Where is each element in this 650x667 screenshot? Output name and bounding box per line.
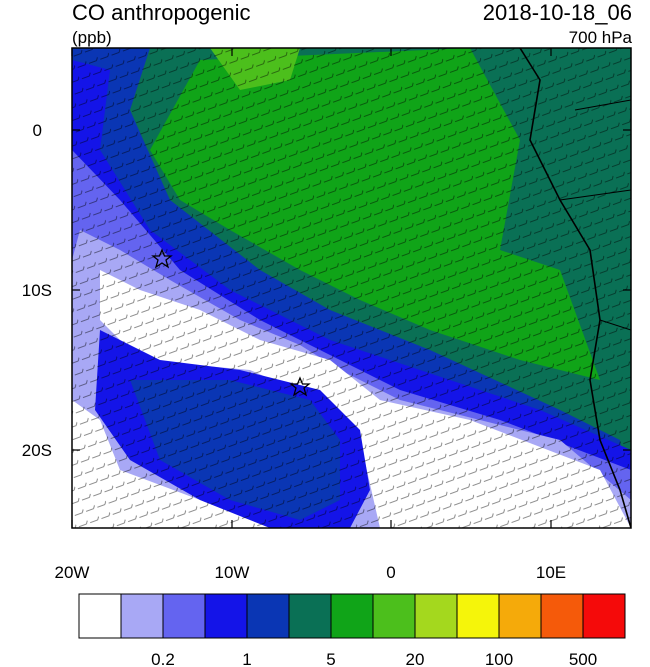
colorbar-labels: 0.2 1 5 20 100 500 [151, 650, 597, 667]
colorbar-swatch [204, 593, 248, 639]
star-marker-south [289, 376, 311, 397]
colorbar-label: 500 [569, 650, 597, 667]
colorbar-swatch [120, 593, 164, 639]
colorbar-swatch [162, 593, 206, 639]
colorbar-swatch [246, 593, 290, 639]
x-tick-label: 20W [55, 563, 90, 582]
map-plot-area [72, 48, 631, 528]
map-frame [71, 47, 632, 529]
colorbar-label: 20 [406, 650, 425, 667]
colorbar-swatch [456, 593, 500, 639]
x-axis [71, 48, 552, 528]
y-tick-label: 10S [22, 281, 52, 300]
x-tick-label: 10W [215, 563, 250, 582]
colorbar-swatch [78, 593, 122, 639]
map-pressure-level: 700 hPa [568, 28, 632, 47]
y-tick-label: 20S [22, 441, 52, 460]
colorbar-swatch [288, 593, 332, 639]
colorbar-label: 5 [326, 650, 335, 667]
country-borders [559, 99, 631, 331]
colorbar-swatch [540, 593, 584, 639]
colorbar-label: 1 [242, 650, 251, 667]
map-units: (ppb) [72, 28, 112, 47]
colorbar [78, 593, 626, 639]
x-tick-label: 0 [386, 563, 395, 582]
colorbar-swatch [414, 593, 458, 639]
y-tick-label: 0 [33, 121, 42, 140]
wind-barbs [72, 48, 631, 528]
colorbar-swatch [582, 593, 626, 639]
colorbar-swatch [330, 593, 374, 639]
colorbar-label: 100 [485, 650, 513, 667]
star-marker-north [151, 248, 173, 269]
x-tick-label: 10E [536, 563, 566, 582]
map-datetime: 2018-10-18_06 [482, 0, 632, 25]
map-title: CO anthropogenic [72, 0, 251, 25]
colorbar-label: 0.2 [151, 650, 175, 667]
africa-coastline [519, 48, 631, 528]
colorbar-swatch [372, 593, 416, 639]
colorbar-swatch [498, 593, 542, 639]
y-axis [72, 129, 631, 451]
